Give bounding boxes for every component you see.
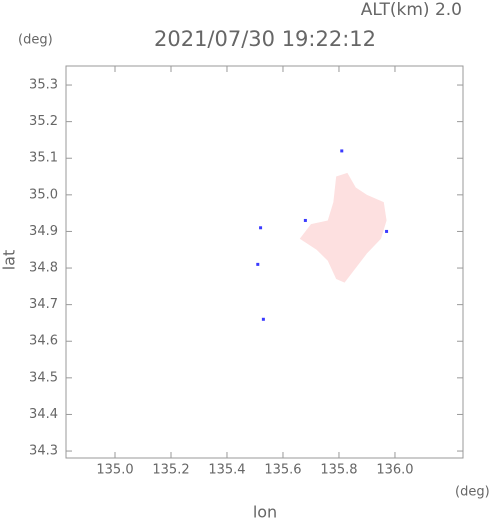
x-tick-label: 136.0 — [376, 463, 413, 478]
echo-region — [299, 172, 387, 283]
echo-point — [303, 218, 307, 222]
y-unit: (deg) — [18, 33, 53, 48]
y-axis-label: lat — [0, 250, 19, 271]
echo-point — [256, 262, 260, 266]
altitude-label: ALT(km) 2.0 — [361, 0, 462, 20]
echo-point — [340, 149, 344, 153]
y-tick-label: 34.6 — [29, 334, 58, 349]
y-tick-label: 34.8 — [29, 261, 58, 276]
chart-title: 2021/07/30 19:22:12 — [154, 27, 376, 51]
y-tick-label: 34.9 — [29, 224, 58, 239]
y-tick-label: 35.2 — [29, 114, 58, 129]
x-tick-label: 135.4 — [208, 463, 245, 478]
y-tick-label: 34.3 — [29, 444, 58, 459]
y-tick-label: 35.0 — [29, 187, 58, 202]
y-tick-label: 35.1 — [29, 151, 58, 166]
x-tick-label: 135.0 — [96, 463, 133, 478]
echo-point — [385, 229, 389, 233]
x-tick-label: 135.6 — [264, 463, 301, 478]
y-tick-label: 34.7 — [29, 297, 58, 312]
y-tick-label: 34.4 — [29, 407, 58, 422]
x-tick-label: 135.8 — [320, 463, 357, 478]
x-tick-label: 135.2 — [152, 463, 189, 478]
echo-point — [259, 226, 263, 230]
y-tick-label: 34.5 — [29, 370, 58, 385]
y-tick-label: 35.3 — [29, 78, 58, 93]
echo-point — [261, 317, 265, 321]
plot-frame — [65, 65, 464, 459]
x-axis-label: lon — [253, 503, 277, 522]
x-unit: (deg) — [455, 485, 490, 500]
